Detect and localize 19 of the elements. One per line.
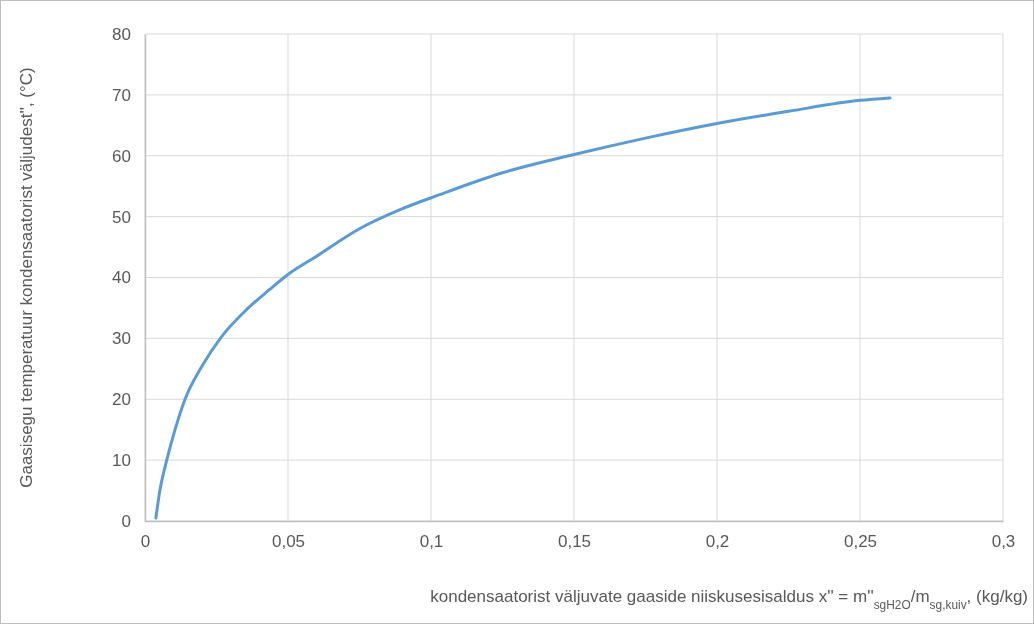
y-tick-label: 70 [112, 85, 131, 105]
x-tick-label: 0,3 [991, 532, 1016, 552]
y-tick-label: 40 [112, 268, 131, 288]
x-axis-title: kondensaatorist väljuvate gaaside niiskusesisaldus x'' = m''$_{sgH2O}$/m$_{sg,kuiv}$, (kg/kg) [430, 587, 1028, 612]
x-tick-label: 0 [140, 532, 151, 552]
y-tick-label: 60 [112, 146, 131, 166]
x-tick-label: 0,2 [705, 532, 730, 552]
y-tick-label: 20 [112, 390, 131, 410]
x-tick-label: 0,05 [271, 532, 306, 552]
y-tick-label: 50 [112, 207, 131, 227]
x-tick-label: 0,15 [557, 532, 592, 552]
y-tick-label: 30 [112, 329, 131, 349]
x-tick-label: 0,25 [843, 532, 878, 552]
y-tick-label: 0 [121, 511, 131, 531]
y-axis-title: Gaasisegu temperatuur kondensaatorist väljudest'', (°C) [17, 67, 36, 488]
line-series [154, 96, 892, 520]
y-tick-label: 10 [112, 451, 131, 471]
y-tick-label: 80 [112, 24, 131, 44]
x-tick-label: 0,1 [419, 532, 444, 552]
